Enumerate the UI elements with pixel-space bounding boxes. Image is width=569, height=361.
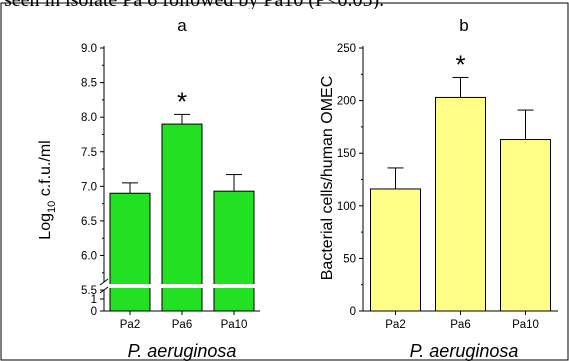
panel-a-category-label: Pa10 [221,319,248,331]
figure-caption: seen in isolate Pa 6 followed by Pa10 (P… [0,0,569,9]
panel-a-letter: a [177,16,187,35]
panel-a-y-label-rest: c.f.u./ml [37,140,54,200]
panel-a-bar [109,192,151,312]
panel-a-y-tick-label: 8.5 [81,78,97,90]
panel-b-y-tick-label: 50 [343,253,356,265]
panel-a-chart: a Log10 c.f.u./ml P. aeruginosa Pa2 Pa6*P… [37,16,260,361]
panel-a-x-axis-label: P. aeruginosa [128,341,237,361]
panel-a-bar [161,123,203,312]
panel-a-category-label: Pa6 [172,319,192,331]
panel-a-bar [213,190,255,312]
panel-a-y-tick-label: 9.0 [81,43,97,55]
panel-a-bar-break [109,284,151,288]
panel-a-y-tick-label: 5.5 [81,285,97,297]
panel-a-axis-break-mark [99,278,109,286]
panel-a-bar-break [161,284,203,288]
panel-b-letter: b [459,16,468,35]
panel-b-category-label: Pa10 [512,319,539,331]
panel-b-x-axis-label: P. aeruginosa [410,341,519,361]
panel-a-y-tick-label: 7.0 [81,181,97,193]
panel-a-y-tick-label: 1 [91,294,97,306]
panel-a-bar-break [213,284,255,288]
panel-a-y-tick-label: 6.5 [81,216,97,228]
panel-a-y-tick-label: 6.0 [81,251,97,263]
panel-b-y-tick-label: 0 [350,306,356,318]
panel-a-y-axis-label: Log10 c.f.u./ml [37,140,58,239]
panel-b-bar [435,96,486,312]
panel-b-significance-marker: * [455,49,465,79]
panel-a-y-tick-label: 0 [91,306,97,318]
panel-b-bar [500,139,551,312]
panel-a-y-tick-label: 7.5 [81,147,97,159]
panel-b-y-tick-label: 100 [337,201,356,213]
panel-a-y-tick-label: 8.0 [81,112,97,124]
panel-a-significance-marker: * [177,86,187,116]
panel-b-y-tick-label: 250 [337,43,356,55]
panel-b-chart: b Bacterial cells/human OMEC P. aerugino… [319,16,558,361]
panel-b-y-tick-label: 150 [337,148,356,160]
panel-a-category-label: Pa2 [120,319,140,331]
panel-a-y-label-main: Log [37,213,54,240]
panel-b-bar [370,188,421,312]
panel-b-y-axis-label: Bacterial cells/human OMEC [319,76,336,281]
panel-b-y-tick-label: 200 [337,96,356,108]
panel-a-y-label-subscript: 10 [46,201,58,213]
panel-b-category-label: Pa2 [385,319,405,331]
panel-b-category-label: Pa6 [450,319,470,331]
